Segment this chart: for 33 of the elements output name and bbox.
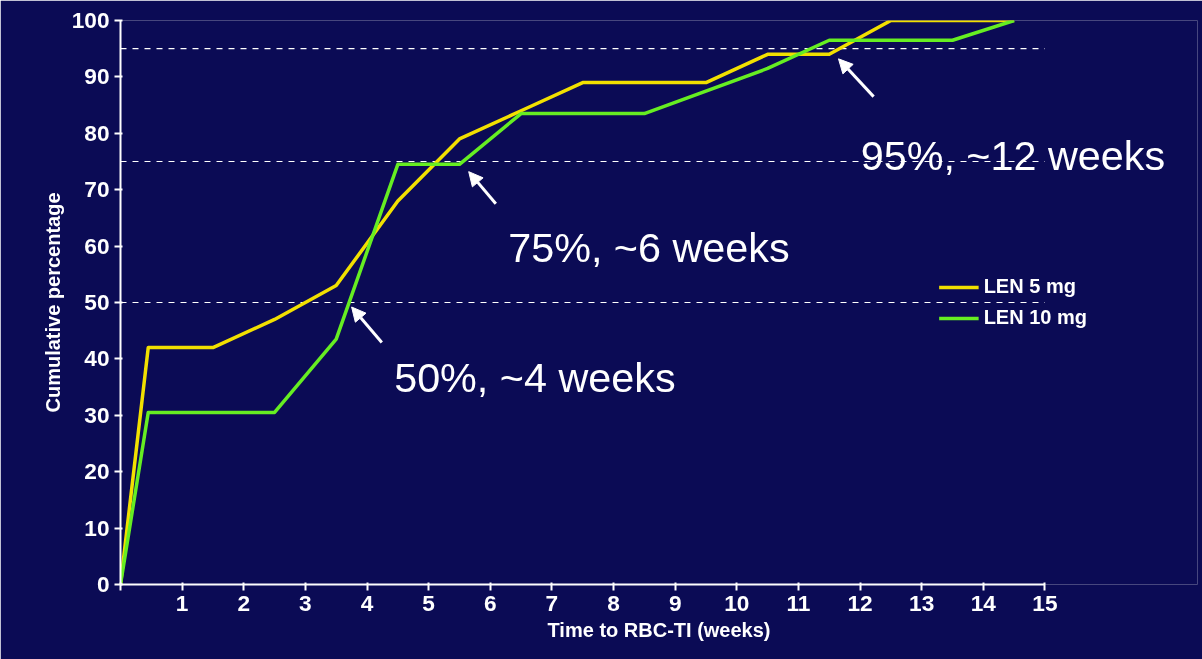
y-axis-title: Cumulative percentage bbox=[41, 192, 64, 413]
x-tick-label: 5 bbox=[422, 589, 435, 616]
x-tick-label: 10 bbox=[724, 589, 750, 616]
x-tick-label: 15 bbox=[1032, 589, 1058, 616]
x-tick-label: 8 bbox=[607, 589, 620, 616]
y-tick-label: 30 bbox=[84, 401, 110, 428]
x-axis-title: Time to RBC-TI (weeks) bbox=[547, 618, 771, 641]
annotation: 75%, ~6 weeks bbox=[508, 225, 790, 272]
x-tick-label: 11 bbox=[786, 589, 811, 616]
x-tick-label: 9 bbox=[668, 589, 682, 616]
y-tick-label: 50 bbox=[84, 289, 110, 315]
y-tick-label: 40 bbox=[84, 345, 110, 372]
legend-label: LEN 10 mg bbox=[983, 306, 1087, 329]
legend-label: LEN 5 mg bbox=[983, 275, 1076, 298]
y-tick-label: 60 bbox=[84, 232, 110, 259]
annotation: 50%, ~4 weeks bbox=[394, 354, 676, 401]
x-tick-label: 3 bbox=[299, 589, 312, 616]
x-tick-label: 14 bbox=[970, 589, 997, 616]
x-tick-label: 12 bbox=[847, 589, 873, 616]
y-tick-label: 70 bbox=[84, 176, 110, 203]
y-tick-label: 90 bbox=[84, 63, 110, 90]
x-tick-label: 13 bbox=[909, 589, 935, 616]
y-tick-label: 10 bbox=[84, 514, 110, 541]
x-tick-label: 1 bbox=[175, 589, 189, 616]
x-tick-label: 2 bbox=[237, 589, 251, 616]
y-tick-label: 80 bbox=[84, 119, 110, 146]
x-tick-label: 6 bbox=[483, 589, 497, 616]
x-tick-label: 4 bbox=[360, 589, 374, 616]
annotation: 95%, ~12 weeks bbox=[860, 133, 1166, 180]
y-tick-label: 20 bbox=[84, 458, 110, 485]
y-tick-label: 0 bbox=[96, 571, 110, 597]
x-tick-label: 7 bbox=[545, 589, 559, 616]
y-tick-label: 100 bbox=[71, 7, 110, 33]
